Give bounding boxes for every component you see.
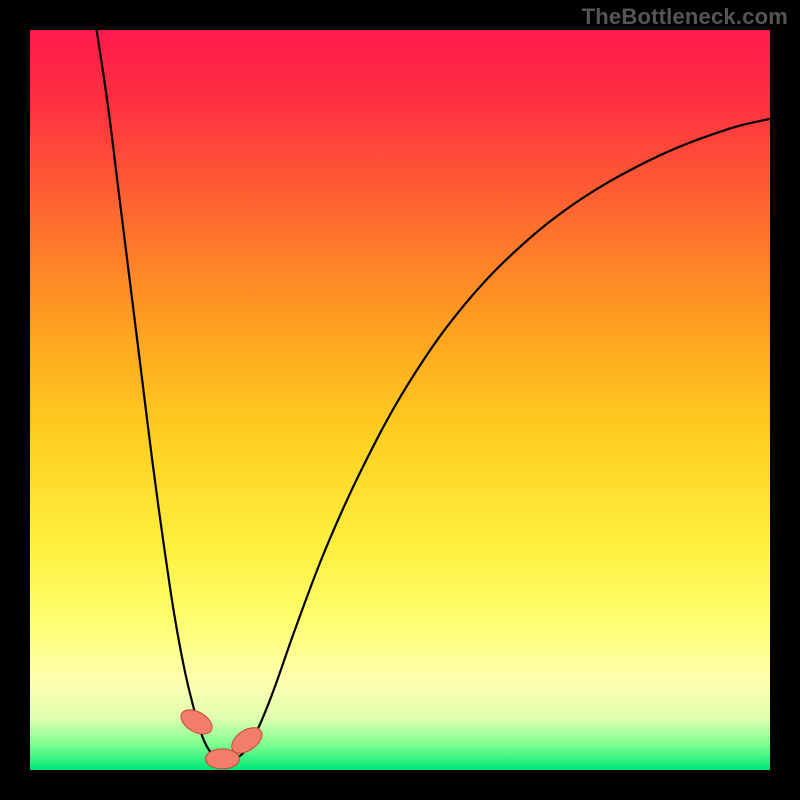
- bottleneck-chart: [0, 0, 800, 800]
- chart-frame: TheBottleneck.com: [0, 0, 800, 800]
- gradient-background: [30, 30, 770, 770]
